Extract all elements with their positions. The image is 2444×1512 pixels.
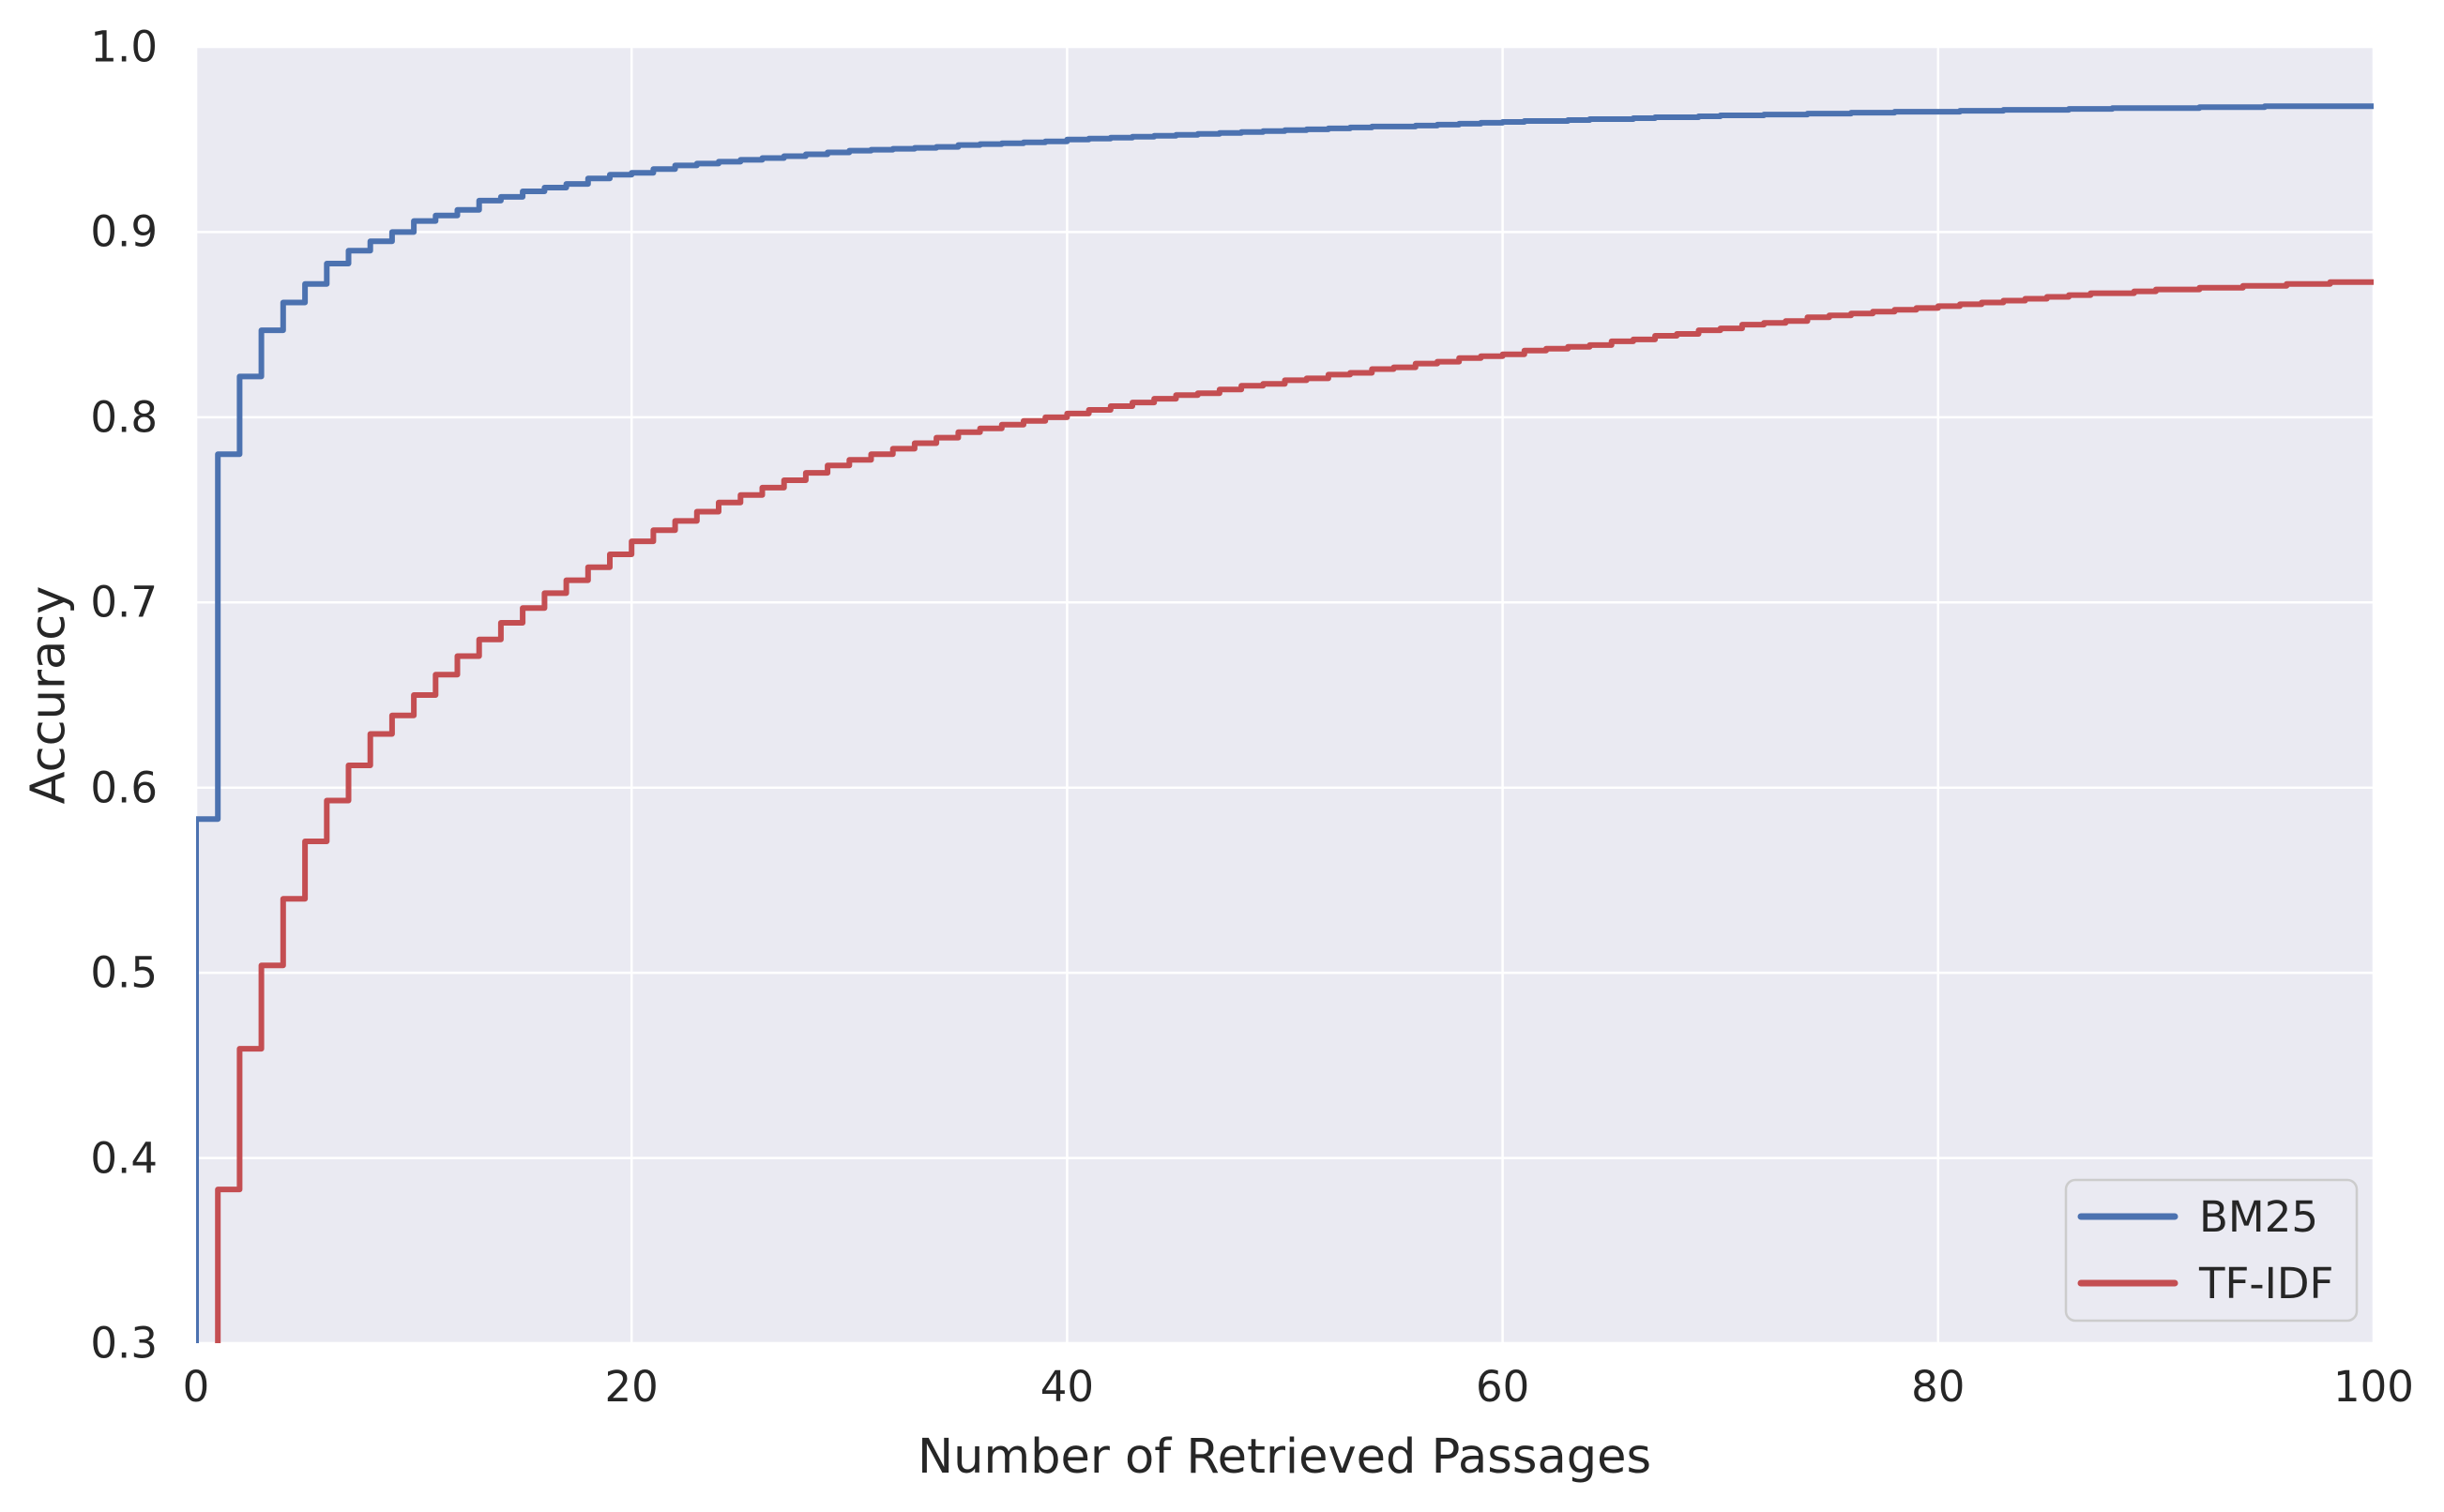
x-tick-label-60: 60 bbox=[1475, 1362, 1530, 1412]
x-tick-label-20: 20 bbox=[604, 1362, 659, 1412]
legend: BM25 TF-IDF bbox=[2064, 1178, 2359, 1323]
plot-area bbox=[196, 47, 2374, 1343]
legend-label-tfidf: TF-IDF bbox=[2198, 1259, 2333, 1308]
gridlines bbox=[196, 47, 2374, 1343]
y-tick-label-0.3: 0.3 bbox=[90, 1318, 158, 1368]
tf-idf-line bbox=[215, 279, 2374, 1343]
y-tick-label-0.6: 0.6 bbox=[90, 763, 158, 813]
y-tick-label-0.9: 0.9 bbox=[90, 206, 158, 257]
x-tick-label-80: 80 bbox=[1911, 1362, 1966, 1412]
legend-label-bm25: BM25 bbox=[2199, 1192, 2318, 1242]
y-tick-label-0.8: 0.8 bbox=[90, 392, 158, 443]
x-tick-label-100: 100 bbox=[2333, 1362, 2414, 1412]
bm25-line bbox=[196, 103, 2374, 1343]
y-tick-label-1.0: 1.0 bbox=[90, 22, 158, 72]
y-axis-label: Accuracy bbox=[21, 585, 77, 805]
x-tick-label-0: 0 bbox=[182, 1362, 210, 1412]
y-tick-label-0.4: 0.4 bbox=[90, 1133, 158, 1184]
y-tick-label-0.7: 0.7 bbox=[90, 577, 158, 627]
series-lines bbox=[196, 103, 2374, 1343]
x-tick-label-40: 40 bbox=[1040, 1362, 1095, 1412]
y-tick-label-0.5: 0.5 bbox=[90, 947, 158, 998]
x-axis-label: Number of Retrieved Passages bbox=[917, 1429, 1652, 1485]
